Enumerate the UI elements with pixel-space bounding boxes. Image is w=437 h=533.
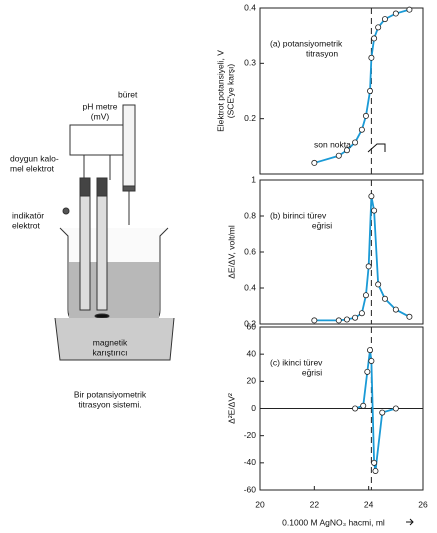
point [360, 402, 367, 409]
stir-bar [94, 313, 110, 319]
point [362, 292, 369, 299]
y-tick-label: 0.2 [244, 113, 256, 123]
endpoint-bracket [367, 143, 386, 153]
y-tick-label: 1 [251, 174, 256, 184]
diagram-labels: pH metre (mV) büret doygun kalo- mel ele… [10, 89, 147, 409]
clamp [62, 207, 70, 215]
point [368, 193, 375, 200]
y-tick-label: 20 [247, 376, 257, 386]
apparatus [54, 104, 175, 361]
y-tick-label: 0.6 [244, 246, 256, 256]
label: elektrot [12, 220, 41, 230]
y-tick-label: 40 [247, 348, 257, 358]
y-tick-label: -40 [244, 457, 257, 467]
point [364, 368, 371, 375]
burette [122, 104, 136, 191]
y-tick-label: 0.3 [244, 58, 256, 68]
caption: Bir potansiyometrik [74, 389, 147, 399]
annotation: titrasyon [306, 48, 338, 58]
x-tick-label: 24 [364, 499, 374, 509]
label: indikatör [12, 210, 44, 220]
point [311, 159, 318, 166]
point [406, 313, 413, 320]
x-tick-label: 20 [255, 499, 265, 509]
point [367, 88, 374, 95]
label: magnetik [93, 337, 128, 347]
y-tick-label: 0.2 [244, 318, 256, 328]
point [343, 147, 350, 154]
annotation: (a) potansiyometrik [270, 38, 343, 48]
point [311, 317, 318, 324]
point [371, 207, 378, 214]
reference-electrode [79, 184, 91, 311]
y-axis-label: ΔE/ΔV, volt/ml [226, 225, 236, 279]
arrow [406, 518, 414, 526]
point [335, 152, 342, 159]
stopcock [122, 185, 136, 192]
point [379, 409, 386, 416]
point [372, 467, 379, 474]
stirrer [54, 317, 175, 361]
electrode-cap [96, 177, 108, 197]
annotation: eğrisi [302, 367, 322, 377]
annotation: (c) ikinci türev [270, 357, 323, 367]
point [392, 405, 399, 412]
point [381, 16, 388, 23]
label: pH metre [83, 101, 118, 111]
curve [314, 196, 410, 322]
y-tick-label: 60 [247, 321, 257, 331]
annotation: son nokta [314, 139, 351, 149]
point [362, 112, 369, 119]
point [358, 310, 365, 317]
x-tick-label: 22 [310, 499, 320, 509]
annotation: eğrisi [312, 220, 332, 230]
y-tick-label: 0 [251, 403, 256, 413]
point [381, 295, 388, 302]
y-tick-label: 0.4 [244, 282, 256, 292]
y-tick-label: 0.8 [244, 210, 256, 220]
electrode-cap [79, 177, 91, 197]
point [371, 459, 378, 466]
curve [354, 349, 397, 472]
point [368, 357, 375, 364]
plot-frame [259, 7, 424, 175]
label: mel elektrot [10, 163, 55, 173]
label: karıştırıcı [93, 347, 128, 357]
point [358, 126, 365, 133]
point [375, 24, 382, 31]
point [352, 139, 359, 146]
x-axis-label: 0.1000 M AgNO₃ hacmi, ml [282, 517, 385, 527]
y-axis-label: (SCE'ye karşı) [225, 64, 235, 119]
y-axis-label: Elektrot potansiyeli, V [215, 50, 225, 132]
plot-frame [259, 179, 424, 325]
label: büret [118, 89, 138, 99]
point [368, 54, 375, 61]
y-tick-label: -60 [244, 484, 257, 494]
point [343, 316, 350, 323]
y-tick-label: -20 [244, 430, 257, 440]
y-axis-label: Δ²E/ΔV² [226, 393, 236, 424]
meter-box [69, 124, 133, 156]
annotation: (b) birinci türev [270, 210, 327, 220]
point [371, 35, 378, 42]
point [335, 317, 342, 324]
point [352, 405, 359, 412]
point [367, 347, 374, 354]
y-tick-label: 0.4 [244, 2, 256, 12]
x-tick-label: 26 [418, 499, 428, 509]
label: (mV) [91, 111, 110, 121]
point [375, 281, 382, 288]
point [392, 306, 399, 313]
indicator-electrode [96, 184, 108, 311]
caption: titrasyon sistemi. [78, 399, 141, 409]
label: doygun kalo- [10, 153, 59, 163]
point [406, 6, 413, 13]
point [392, 10, 399, 17]
point [352, 314, 359, 321]
point [365, 263, 372, 270]
